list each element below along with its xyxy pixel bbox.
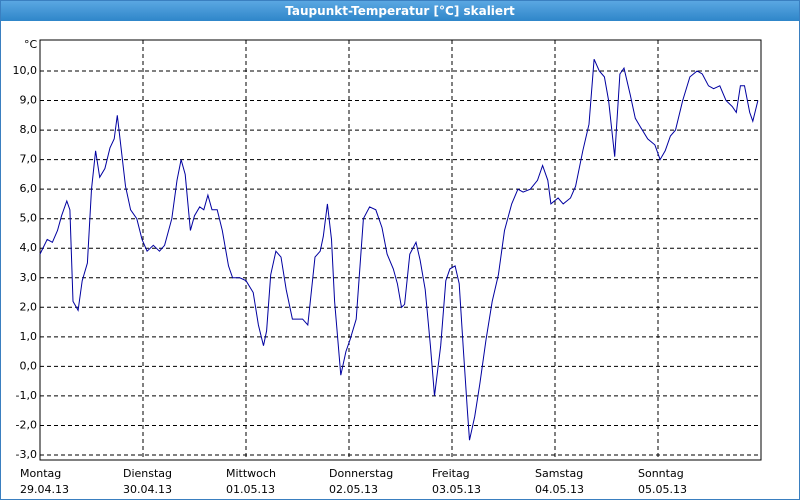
x-tick-label: Samstag bbox=[535, 467, 583, 480]
y-tick-label: 8,0 bbox=[20, 123, 38, 136]
y-tick-label: 2,0 bbox=[20, 300, 38, 313]
x-tick-label: Dienstag bbox=[123, 467, 172, 480]
x-tick-date: 29.04.13 bbox=[20, 483, 69, 496]
x-tick-date: 30.04.13 bbox=[123, 483, 172, 496]
y-tick-label: 3,0 bbox=[20, 271, 38, 284]
y-tick-label: 1,0 bbox=[20, 330, 38, 343]
chart-title: Taupunkt-Temperatur [°C] skaliert bbox=[285, 4, 515, 18]
y-axis-label: °C bbox=[24, 38, 38, 51]
title-bar: Taupunkt-Temperatur [°C] skaliert bbox=[1, 1, 799, 21]
y-tick-label: 5,0 bbox=[20, 212, 38, 225]
plot-frame bbox=[39, 39, 762, 461]
y-tick-label: 6,0 bbox=[20, 182, 38, 195]
y-tick-label: -3,0 bbox=[16, 448, 37, 461]
y-tick-label: 10,0 bbox=[13, 64, 38, 77]
x-tick-date: 05.05.13 bbox=[638, 483, 687, 496]
x-tick-label: Freitag bbox=[432, 467, 470, 480]
y-tick-label: -1,0 bbox=[16, 389, 37, 402]
y-tick-label: 0,0 bbox=[20, 359, 38, 372]
x-tick-label: Donnerstag bbox=[329, 467, 393, 480]
x-tick-label: Sonntag bbox=[638, 467, 684, 480]
data-line bbox=[39, 58, 759, 441]
y-tick-label: 7,0 bbox=[20, 153, 38, 166]
y-tick-label: 4,0 bbox=[20, 241, 38, 254]
x-tick-date: 02.05.13 bbox=[329, 483, 378, 496]
x-tick-label: Montag bbox=[20, 467, 61, 480]
x-tick-date: 01.05.13 bbox=[226, 483, 275, 496]
y-tick-label: 9,0 bbox=[20, 94, 38, 107]
x-tick-date: 03.05.13 bbox=[432, 483, 481, 496]
x-tick-date: 04.05.13 bbox=[535, 483, 584, 496]
y-tick-label: -2,0 bbox=[16, 418, 37, 431]
x-tick-label: Mittwoch bbox=[226, 467, 276, 480]
